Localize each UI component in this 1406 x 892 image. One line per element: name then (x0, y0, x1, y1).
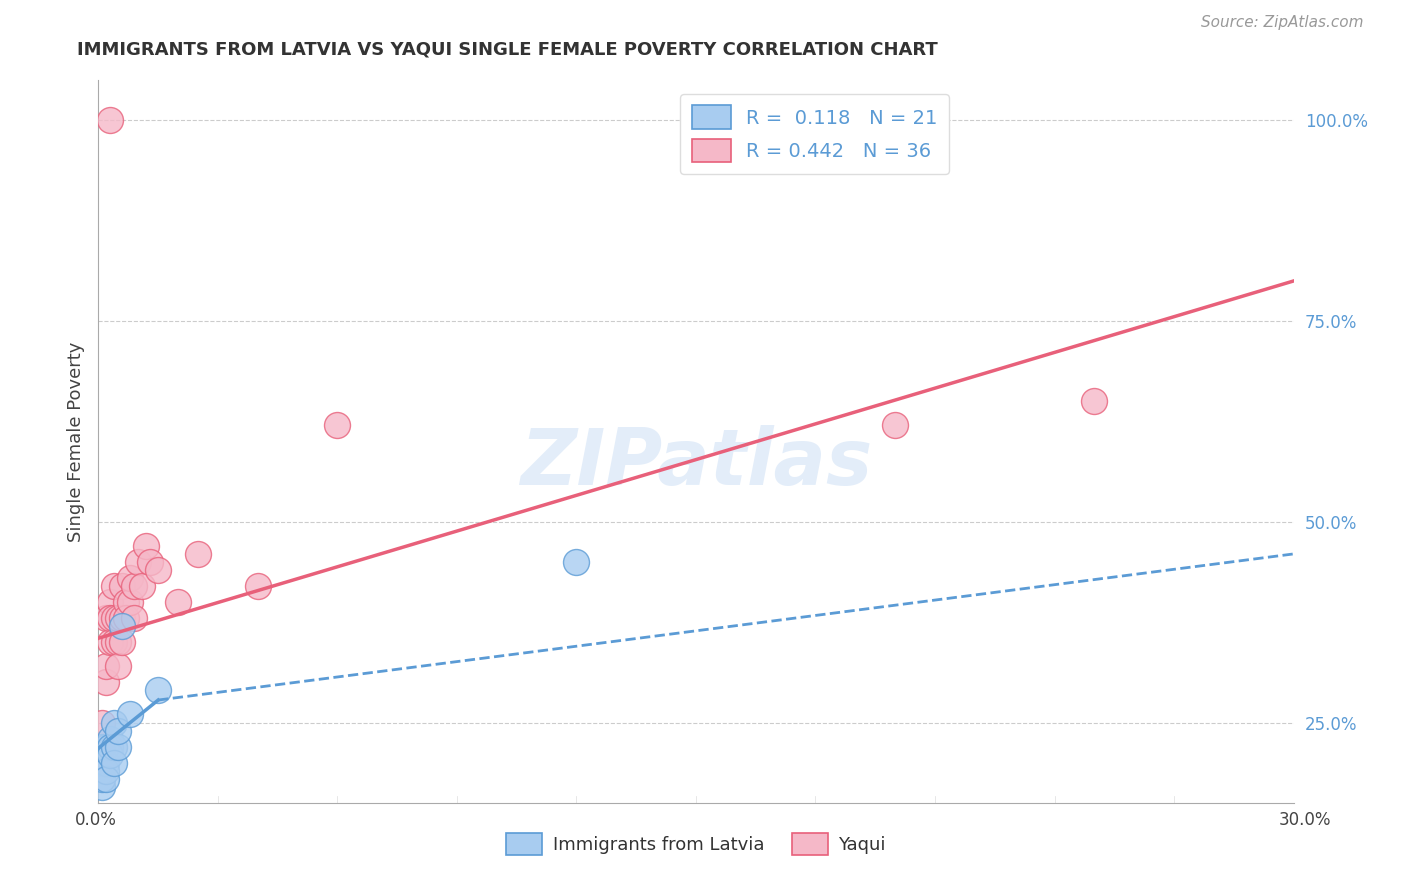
Point (107, 723, 129, 738)
Point (96, 756, 118, 770)
Point (139, 555, 162, 569)
Point (148, 563, 170, 577)
Point (148, 683, 170, 698)
Point (96, 764, 118, 778)
Text: IMMIGRANTS FROM LATVIA VS YAQUI SINGLE FEMALE POVERTY CORRELATION CHART: IMMIGRANTS FROM LATVIA VS YAQUI SINGLE F… (77, 40, 938, 58)
Point (103, 715, 125, 730)
Point (96, 659, 118, 673)
Point (135, 539, 157, 553)
Point (131, 579, 153, 593)
Point (124, 579, 146, 593)
Point (91, 772, 114, 786)
Point (326, 418, 349, 433)
Point (91, 764, 114, 778)
Point (107, 611, 129, 625)
Point (96, 739, 118, 754)
Point (107, 739, 129, 754)
Point (111, 619, 134, 633)
Point (111, 635, 134, 649)
Text: ZIPatlas: ZIPatlas (520, 425, 872, 501)
Point (103, 756, 125, 770)
Point (98, 611, 122, 625)
Point (91, 739, 114, 754)
Point (120, 707, 142, 722)
Legend: Immigrants from Latvia, Yaqui: Immigrants from Latvia, Yaqui (499, 826, 893, 863)
Point (91, 739, 114, 754)
Point (111, 579, 134, 593)
Y-axis label: Single Female Poverty: Single Female Poverty (66, 342, 84, 541)
Point (246, 579, 269, 593)
Point (111, 611, 134, 625)
Point (91, 756, 114, 770)
Point (98, 747, 122, 762)
Text: 0.0%: 0.0% (75, 811, 117, 829)
Point (1083, 394, 1105, 409)
Point (107, 659, 129, 673)
Point (98, 731, 122, 746)
Point (187, 547, 209, 561)
Point (96, 675, 118, 690)
Point (107, 635, 129, 649)
Point (103, 579, 125, 593)
Point (98, 635, 122, 649)
Point (565, 555, 588, 569)
Point (98, 595, 122, 609)
Point (115, 611, 138, 625)
Point (96, 772, 118, 786)
Point (103, 611, 125, 625)
Point (103, 635, 125, 649)
Point (120, 571, 142, 585)
Point (884, 418, 907, 433)
Point (127, 555, 149, 569)
Point (115, 595, 138, 609)
Point (91, 715, 114, 730)
Point (103, 739, 125, 754)
Point (98, 113, 122, 128)
Text: 30.0%: 30.0% (1278, 811, 1331, 829)
Point (98, 739, 122, 754)
Point (91, 756, 114, 770)
Point (96, 611, 118, 625)
Point (120, 595, 142, 609)
Point (124, 611, 146, 625)
Point (167, 595, 190, 609)
Text: Source: ZipAtlas.com: Source: ZipAtlas.com (1201, 15, 1364, 29)
Point (91, 780, 114, 794)
